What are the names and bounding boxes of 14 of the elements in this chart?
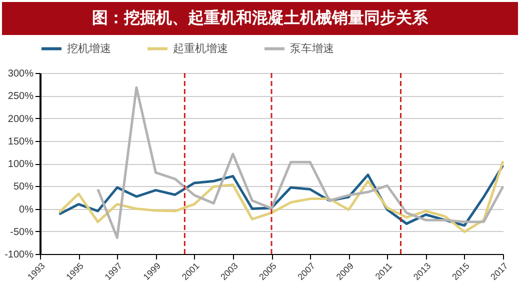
- legend-label: 挖机增速: [67, 42, 111, 55]
- line-series: [96, 86, 504, 239]
- y-tick-label: 300%: [8, 68, 34, 80]
- y-tick-label: 150%: [8, 136, 34, 148]
- chart-title: 图：挖掘机、起重机和混凝土机械销量同步关系: [2, 2, 518, 35]
- legend-label: 起重机增速: [173, 42, 228, 55]
- legend-label: 泵车增速: [290, 42, 334, 55]
- y-tick-label: 250%: [8, 91, 34, 102]
- y-tick-label: 50%: [13, 182, 34, 193]
- y-tick-label: -50%: [10, 226, 34, 238]
- y-tick-label: -100%: [4, 250, 34, 260]
- y-tick-label: 100%: [8, 159, 34, 170]
- y-tick-label: 200%: [8, 114, 34, 125]
- y-tick-label: 0%: [19, 204, 34, 216]
